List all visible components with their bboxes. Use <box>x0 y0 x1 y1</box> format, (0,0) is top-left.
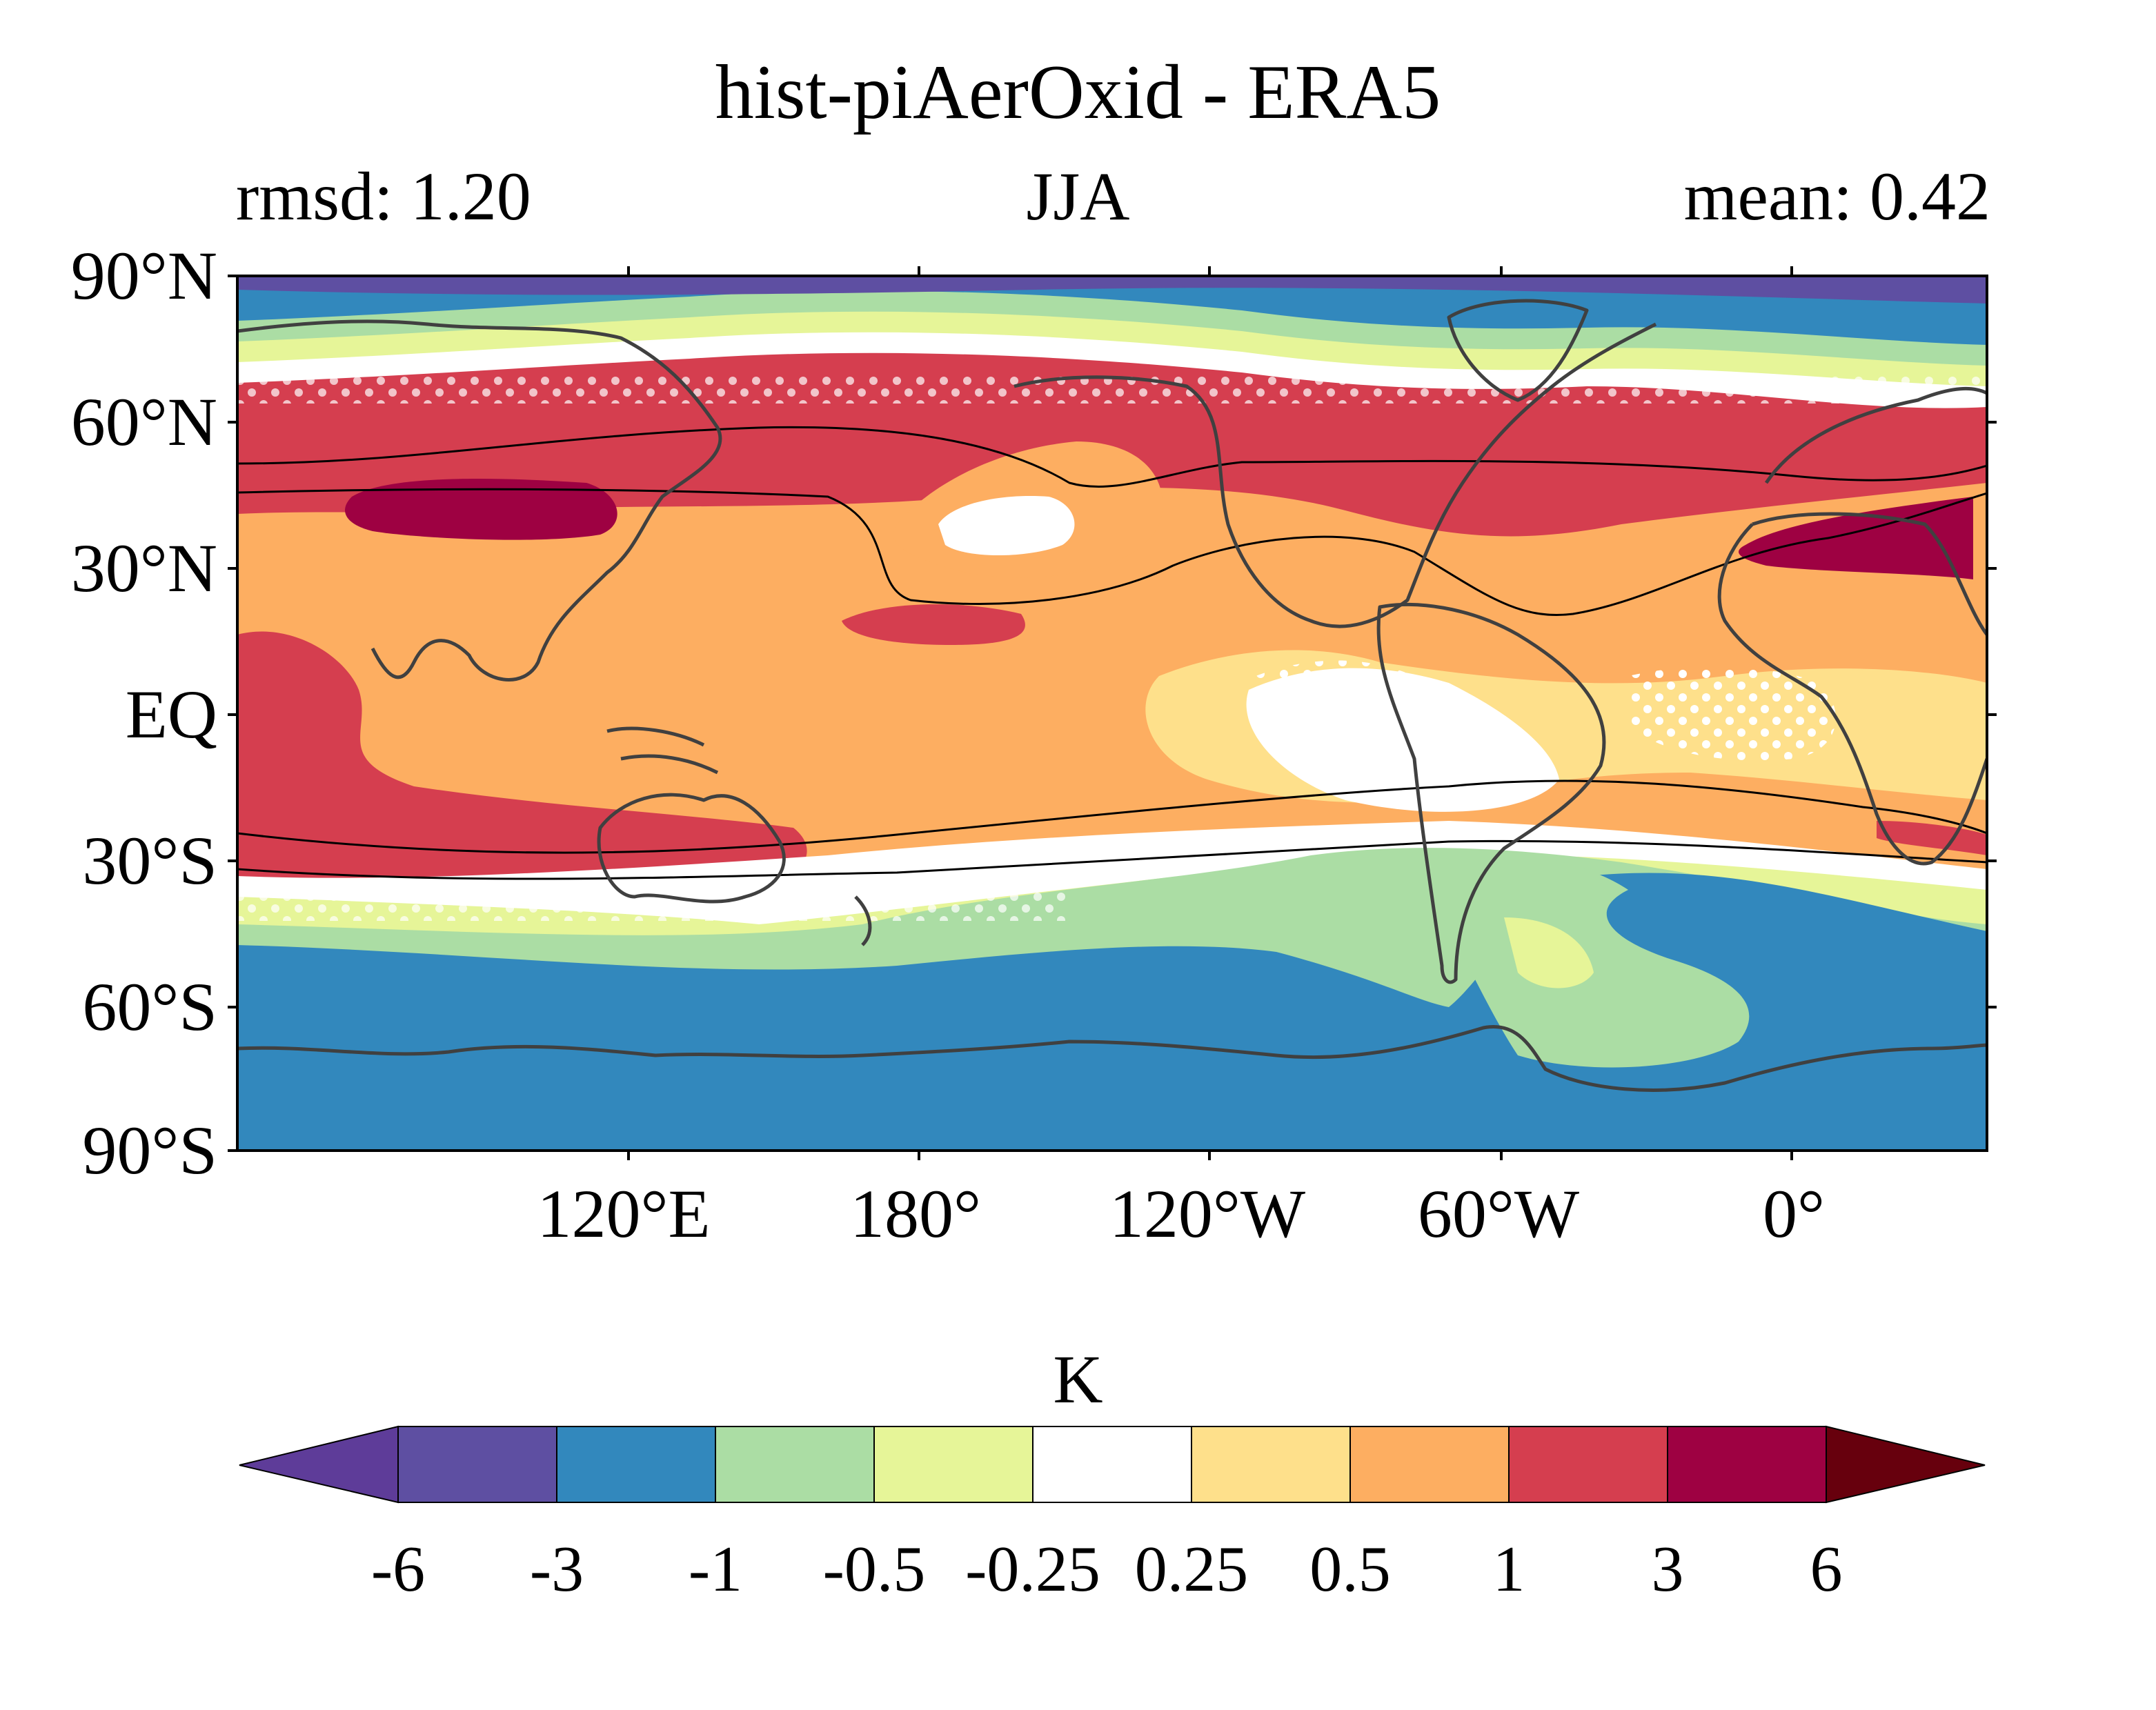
field-stipple-americas <box>1256 660 1421 745</box>
coastlines <box>237 299 1987 1092</box>
colorbar-tick-label: 0.25 <box>1134 1533 1249 1605</box>
lon-label-0: 0° <box>1763 1175 1825 1252</box>
colorbar-segment <box>1508 1426 1668 1503</box>
lon-label-120e: 120°E <box>537 1175 711 1252</box>
axis-ticks <box>228 266 1997 1160</box>
colorbar-tick-label: 3 <box>1651 1533 1684 1605</box>
contour-sh-1 <box>237 779 1987 854</box>
field-stipple-nh <box>237 376 1987 404</box>
coast-indonesia <box>606 726 719 775</box>
colorbar-segment <box>715 1426 875 1503</box>
field-sa-green <box>1435 848 1750 1068</box>
colorbar-segment <box>1191 1426 1351 1503</box>
colorbar-tick-label: -0.25 <box>965 1533 1100 1605</box>
field-sh-red-indian <box>237 631 807 900</box>
rmsd-label: rmsd: 1.20 <box>236 158 531 235</box>
coast-north-america <box>1013 322 1657 628</box>
field-europe-hotspot <box>1739 497 1973 579</box>
colorbar-tick-label: -6 <box>370 1533 426 1605</box>
coast-antarctica <box>237 1025 1987 1092</box>
colorbar-segment <box>1667 1426 1827 1503</box>
season-label: JJA <box>1026 158 1130 235</box>
mean-label: mean: 0.42 <box>1683 158 1990 235</box>
coast-greenland <box>1447 299 1589 402</box>
map-title: hist-piAerOxid - ERA5 <box>715 50 1441 135</box>
field-pacific-red <box>842 604 1025 645</box>
lon-label-180: 180° <box>850 1175 981 1252</box>
field-sa-yellow <box>1504 917 1594 988</box>
colorbar-tick-label: -0.5 <box>822 1533 926 1605</box>
field-nh-purple <box>237 276 1987 304</box>
colorbar-segment <box>1349 1426 1510 1503</box>
colorbar-extend-low <box>239 1425 399 1504</box>
contour-sh-2 <box>237 839 1987 880</box>
coast-south-america <box>1376 602 1606 984</box>
lat-label-90n: 90°N <box>70 237 217 314</box>
map-field <box>237 276 1987 1151</box>
lat-label-60s: 60°S <box>82 968 217 1045</box>
field-asia-hotspot <box>345 479 617 540</box>
lat-label-60n: 60°N <box>70 384 217 460</box>
colorbar-segment <box>397 1426 557 1503</box>
colorbar-tick-label: 1 <box>1492 1533 1525 1605</box>
coast-europe <box>1764 387 1987 484</box>
field-pacific-white <box>938 496 1075 555</box>
colorbar-tick-label: 0.5 <box>1309 1533 1391 1605</box>
lat-label-30s: 30°S <box>82 822 217 899</box>
colorbar-tick-label: -3 <box>529 1533 584 1605</box>
colorbar-unit: K <box>1053 1341 1103 1418</box>
colorbar-segment <box>556 1426 716 1503</box>
colorbar <box>239 1425 1986 1504</box>
colorbar-tick-label: -1 <box>688 1533 743 1605</box>
lat-label-90s: 90°S <box>82 1112 217 1189</box>
colorbar-tick-label: 6 <box>1810 1533 1843 1605</box>
coast-new-zealand <box>854 895 872 946</box>
contour-nh-2 <box>237 488 1987 617</box>
colorbar-segment <box>1032 1426 1192 1503</box>
coast-africa <box>1717 512 1987 866</box>
contour-nh-1 <box>237 426 1987 488</box>
lat-label-eq: EQ <box>125 676 217 753</box>
lat-label-30n: 30°N <box>70 530 217 606</box>
lon-label-120w: 120°W <box>1109 1175 1306 1252</box>
coast-australia <box>597 793 786 904</box>
field-stipple-atlantic <box>1628 666 1836 761</box>
lon-label-60w: 60°W <box>1417 1175 1580 1252</box>
colorbar-segment <box>873 1426 1034 1503</box>
coast-asia <box>237 319 722 682</box>
colorbar-extend-high <box>1826 1425 1986 1504</box>
